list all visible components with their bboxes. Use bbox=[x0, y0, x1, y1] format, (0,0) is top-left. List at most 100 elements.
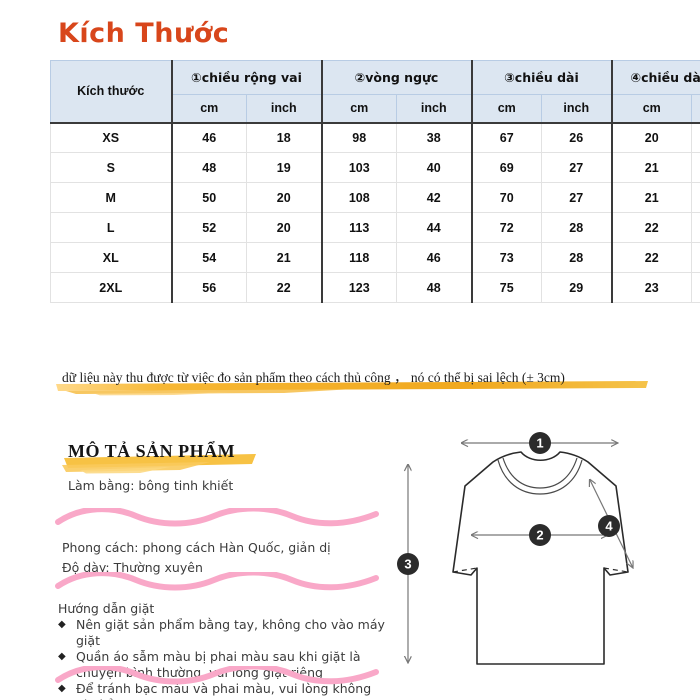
cell-sleeve-inch: 8 bbox=[691, 212, 700, 243]
cell-sleeve-cm: 21 bbox=[611, 152, 692, 183]
cell-length-cm: 75 bbox=[471, 272, 542, 303]
material-line: Làm bằng: bông tinh khiết bbox=[68, 478, 234, 493]
table-row: 2XL 56 22 123 48 75 29 23 9 bbox=[50, 272, 700, 303]
pink-wave-divider-icon bbox=[55, 666, 379, 685]
measure-badge-4-label: 4 bbox=[605, 519, 613, 534]
cell-sleeve-cm: 22 bbox=[611, 242, 692, 273]
cell-length-cm: 72 bbox=[471, 212, 542, 243]
wash-item-text: Nên giặt sản phẩm bằng tay, không cho và… bbox=[76, 617, 385, 648]
table-row: S 48 19 103 40 69 27 21 8 bbox=[50, 152, 700, 183]
table-row: L 52 20 113 44 72 28 22 8 bbox=[50, 212, 700, 243]
cell-sleeve-inch: 9 bbox=[691, 242, 700, 273]
yellow-brush-underline-icon bbox=[56, 381, 648, 396]
wash-item-text: Để tránh bạc màu và phai màu, vui lòng k… bbox=[76, 681, 372, 700]
cell-sleeve-cm: 22 bbox=[611, 212, 692, 243]
cell-bust-inch: 48 bbox=[396, 272, 473, 303]
list-item: ◆ Nên giặt sản phẩm bằng tay, không cho … bbox=[58, 617, 398, 648]
diamond-bullet-icon: ◆ bbox=[58, 619, 66, 630]
cell-bust-inch: 42 bbox=[396, 182, 473, 213]
cell-length-cm: 69 bbox=[471, 152, 542, 183]
pink-wave-divider-icon bbox=[55, 508, 379, 527]
measure-badge-3-label: 3 bbox=[404, 557, 411, 572]
header-unit-inch-length: inch bbox=[541, 94, 613, 123]
cell-length-inch: 29 bbox=[541, 272, 613, 303]
cell-length-cm: 73 bbox=[471, 242, 542, 273]
header-group-shoulder-width: ①chiều rộng vai bbox=[171, 60, 323, 95]
tshirt-measurement-diagram: 1 2 3 4 bbox=[397, 432, 690, 665]
cell-bust-cm: 118 bbox=[321, 242, 397, 273]
cell-sleeve-inch: 8 bbox=[691, 152, 700, 183]
cell-length-inch: 27 bbox=[541, 182, 613, 213]
table-header-main-row: Kích thước ①chiều rộng vai ②vòng ngực ③c… bbox=[50, 60, 700, 123]
cell-shoulder-cm: 52 bbox=[171, 212, 247, 243]
cell-length-inch: 27 bbox=[541, 152, 613, 183]
cell-length-inch: 26 bbox=[541, 121, 613, 153]
cell-length-cm: 67 bbox=[471, 121, 542, 153]
yellow-highlight-brush-icon bbox=[62, 454, 256, 474]
header-unit-cm-length: cm bbox=[471, 94, 542, 123]
cell-shoulder-cm: 56 bbox=[171, 272, 247, 303]
cell-sleeve-inch: 8 bbox=[691, 182, 700, 213]
header-unit-cm-sleeve: cm bbox=[611, 94, 692, 123]
cell-bust-inch: 46 bbox=[396, 242, 473, 273]
pink-wave-divider-icon bbox=[55, 572, 379, 591]
table-row: XL 54 21 118 46 73 28 22 9 bbox=[50, 242, 700, 273]
table-header-unit-row: cm inch cm inch cm inch cm inch bbox=[51, 94, 700, 123]
measure-badge-3 bbox=[397, 553, 419, 575]
measure-badge-2-label: 2 bbox=[536, 528, 543, 543]
cell-length-inch: 28 bbox=[541, 212, 613, 243]
header-unit-cm-bust: cm bbox=[321, 94, 397, 123]
measurement-disclaimer: dữ liệu này thu được từ việc đo sản phẩm… bbox=[56, 366, 652, 396]
cell-size: S bbox=[50, 152, 173, 183]
cell-shoulder-cm: 46 bbox=[171, 121, 247, 153]
cell-shoulder-inch: 19 bbox=[246, 152, 323, 183]
style-line: Phong cách: phong cách Hàn Quốc, giản dị bbox=[62, 540, 331, 555]
cell-bust-cm: 108 bbox=[321, 182, 397, 213]
header-unit-cm-shoulder: cm bbox=[171, 94, 247, 123]
cell-bust-cm: 103 bbox=[321, 152, 397, 183]
page-title: Kích Thước bbox=[58, 18, 230, 49]
header-size: Kích thước bbox=[50, 60, 173, 123]
cell-sleeve-inch: 8 bbox=[691, 121, 700, 153]
cell-shoulder-cm: 50 bbox=[171, 182, 247, 213]
cell-length-cm: 70 bbox=[471, 182, 542, 213]
cell-bust-cm: 123 bbox=[321, 272, 397, 303]
cell-size: XS bbox=[50, 121, 173, 153]
cell-sleeve-cm: 20 bbox=[611, 121, 692, 153]
cell-bust-cm: 113 bbox=[321, 212, 397, 243]
cell-sleeve-inch: 9 bbox=[691, 272, 700, 303]
table-row: M 50 20 108 42 70 27 21 8 bbox=[50, 182, 700, 213]
cell-size: L bbox=[50, 212, 173, 243]
tshirt-outline bbox=[452, 451, 629, 665]
cell-length-inch: 28 bbox=[541, 242, 613, 273]
header-unit-inch-sleeve: inch bbox=[691, 94, 700, 123]
size-table: Kích thước ①chiều rộng vai ②vòng ngực ③c… bbox=[50, 60, 700, 303]
diamond-bullet-icon: ◆ bbox=[58, 651, 66, 662]
product-description-heading: MÔ TẢ SẢN PHẨM bbox=[68, 441, 236, 461]
size-table-body: XS 46 18 98 38 67 26 20 8 S 48 19 103 40… bbox=[50, 121, 700, 303]
header-group-length: ③chiều dài bbox=[471, 60, 613, 95]
cell-shoulder-cm: 48 bbox=[171, 152, 247, 183]
cell-shoulder-inch: 20 bbox=[246, 182, 323, 213]
cell-size: M bbox=[50, 182, 173, 213]
cell-bust-inch: 38 bbox=[396, 121, 473, 153]
cell-shoulder-inch: 20 bbox=[246, 212, 323, 243]
header-group-bust: ②vòng ngực bbox=[321, 60, 473, 95]
cell-shoulder-cm: 54 bbox=[171, 242, 247, 273]
measure-badge-4 bbox=[598, 515, 620, 537]
cell-sleeve-cm: 21 bbox=[611, 182, 692, 213]
table-row: XS 46 18 98 38 67 26 20 8 bbox=[50, 121, 700, 153]
list-item: ◆ Để tránh bạc màu và phai màu, vui lòng… bbox=[58, 681, 398, 700]
wash-instructions-heading: Hướng dẫn giặt bbox=[58, 601, 155, 616]
size-table-head: Kích thước ①chiều rộng vai ②vòng ngực ③c… bbox=[50, 60, 700, 123]
header-group-sleeve-length: ④chiều dài tay áo bbox=[611, 60, 700, 95]
header-unit-inch-bust: inch bbox=[396, 94, 473, 123]
header-unit-inch-shoulder: inch bbox=[246, 94, 323, 123]
diamond-bullet-icon: ◆ bbox=[58, 683, 66, 694]
measure-badge-1-label: 1 bbox=[536, 436, 543, 451]
cell-sleeve-cm: 23 bbox=[611, 272, 692, 303]
cell-size: 2XL bbox=[50, 272, 173, 303]
measure-badge-1 bbox=[529, 432, 551, 454]
measure-badge-2 bbox=[529, 524, 551, 546]
